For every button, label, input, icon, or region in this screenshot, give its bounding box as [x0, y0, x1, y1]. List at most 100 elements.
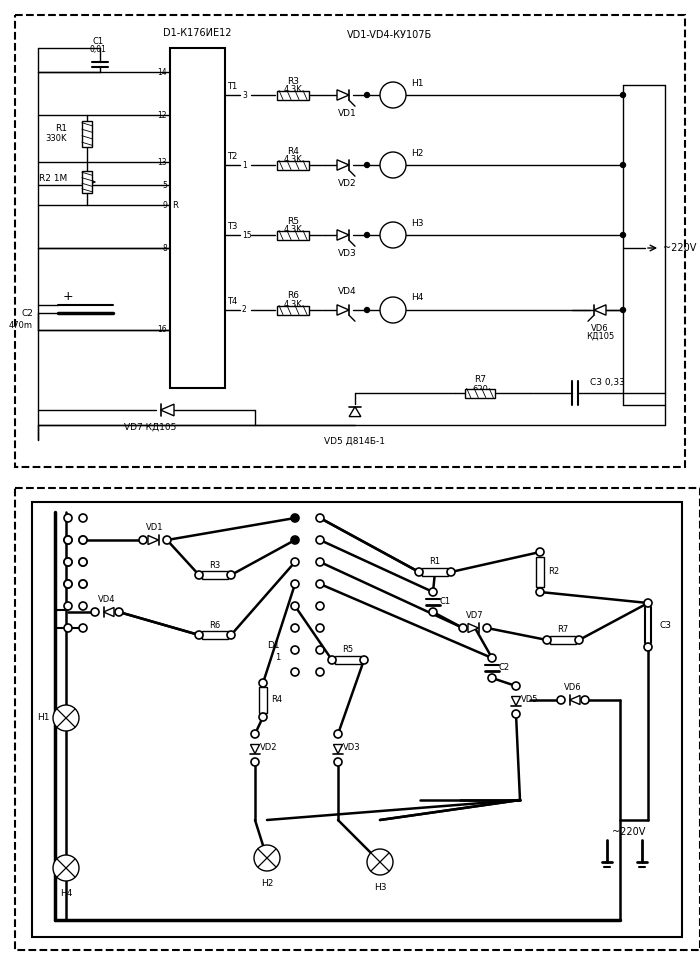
Circle shape: [227, 631, 235, 639]
Circle shape: [64, 580, 72, 588]
Text: C1: C1: [92, 37, 104, 46]
Circle shape: [53, 705, 79, 731]
Text: 330K: 330K: [46, 134, 67, 142]
Polygon shape: [337, 160, 349, 171]
Text: 14: 14: [158, 68, 167, 77]
Circle shape: [79, 602, 87, 610]
Circle shape: [316, 624, 324, 632]
Text: VD7: VD7: [466, 611, 484, 620]
Text: 5: 5: [162, 180, 167, 190]
Circle shape: [79, 580, 87, 588]
Circle shape: [227, 571, 235, 579]
Circle shape: [259, 679, 267, 687]
Text: VD4: VD4: [98, 596, 116, 605]
Text: R5: R5: [287, 216, 299, 226]
Circle shape: [291, 580, 299, 588]
Circle shape: [380, 222, 406, 248]
Circle shape: [64, 558, 72, 566]
Text: 8: 8: [162, 243, 167, 253]
Text: H4: H4: [411, 294, 424, 302]
Text: T1: T1: [227, 81, 237, 90]
Bar: [202, 571, 228, 579]
Circle shape: [115, 608, 123, 616]
Circle shape: [195, 631, 203, 639]
Text: 15: 15: [242, 231, 251, 239]
Text: R2: R2: [548, 568, 559, 577]
Text: C1: C1: [440, 598, 451, 607]
Text: 3: 3: [242, 90, 247, 100]
Polygon shape: [148, 536, 158, 545]
Text: VD6: VD6: [592, 324, 609, 333]
Circle shape: [557, 696, 565, 704]
Text: 12: 12: [158, 110, 167, 119]
Polygon shape: [104, 608, 114, 616]
Circle shape: [380, 82, 406, 108]
Text: ~220V: ~220V: [663, 243, 696, 253]
Text: C3 0,33: C3 0,33: [590, 379, 625, 388]
Text: H2: H2: [261, 879, 273, 888]
Bar: [15, 488, 700, 950]
Polygon shape: [160, 404, 174, 416]
Bar: [277, 231, 309, 239]
Bar: [536, 557, 544, 587]
Polygon shape: [337, 305, 349, 315]
Polygon shape: [468, 623, 479, 633]
Text: D1-К176ИЕ12: D1-К176ИЕ12: [163, 28, 232, 38]
Circle shape: [291, 602, 299, 610]
Text: H1: H1: [38, 713, 50, 723]
Circle shape: [380, 152, 406, 178]
Text: R7: R7: [557, 626, 568, 635]
Text: ~220V: ~220V: [612, 827, 645, 837]
Circle shape: [64, 514, 72, 522]
Text: 1: 1: [274, 653, 280, 663]
Text: R3: R3: [287, 77, 299, 85]
Bar: [465, 389, 495, 397]
Circle shape: [365, 92, 370, 98]
Circle shape: [291, 668, 299, 676]
Circle shape: [334, 730, 342, 738]
Text: R2 1M: R2 1M: [38, 173, 67, 182]
Text: VD7 КД105: VD7 КД105: [124, 423, 176, 432]
Text: 1: 1: [242, 161, 246, 170]
Circle shape: [64, 558, 72, 566]
Circle shape: [365, 163, 370, 168]
Circle shape: [291, 558, 299, 566]
Circle shape: [459, 624, 467, 632]
Circle shape: [316, 536, 324, 544]
Circle shape: [251, 758, 259, 766]
Text: H3: H3: [374, 883, 386, 892]
Text: 4,3K: 4,3K: [284, 84, 302, 93]
Circle shape: [380, 297, 406, 323]
Circle shape: [79, 536, 87, 544]
Circle shape: [79, 558, 87, 566]
Text: КД105: КД105: [586, 332, 614, 341]
Text: T3: T3: [227, 222, 237, 231]
Text: T2: T2: [227, 151, 237, 161]
Bar: [422, 568, 448, 576]
Circle shape: [316, 580, 324, 588]
Circle shape: [429, 588, 437, 596]
Text: R6: R6: [287, 292, 299, 300]
Circle shape: [488, 654, 496, 662]
Circle shape: [620, 163, 626, 168]
Text: C3: C3: [659, 620, 671, 630]
Text: VD2: VD2: [260, 743, 278, 753]
Text: C2: C2: [21, 308, 33, 318]
Bar: [32, 502, 682, 937]
Circle shape: [536, 548, 544, 556]
Circle shape: [483, 624, 491, 632]
Circle shape: [512, 710, 520, 718]
Circle shape: [251, 730, 259, 738]
Text: H1: H1: [411, 78, 424, 87]
Text: 13: 13: [158, 158, 167, 167]
Circle shape: [64, 580, 72, 588]
Text: R4: R4: [287, 146, 299, 155]
Circle shape: [79, 514, 87, 522]
Text: +: +: [63, 291, 74, 303]
Circle shape: [291, 624, 299, 632]
Circle shape: [360, 656, 368, 664]
Text: 470m: 470m: [9, 321, 33, 329]
Circle shape: [195, 571, 203, 579]
Circle shape: [64, 602, 72, 610]
Bar: [82, 171, 92, 193]
